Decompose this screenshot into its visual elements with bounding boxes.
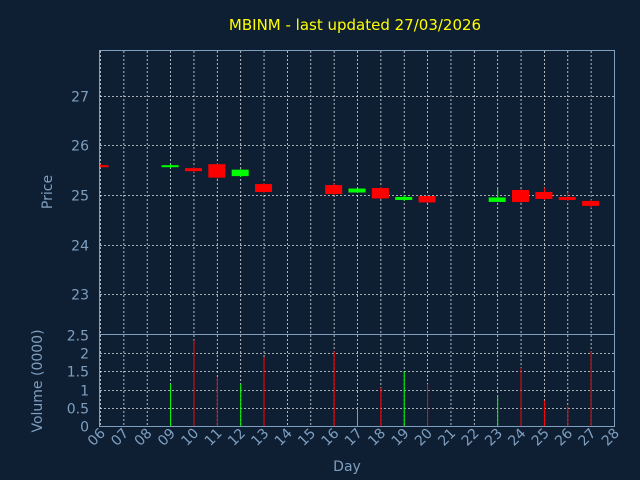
x-tick-26: 26 (552, 425, 576, 449)
x-tick-19: 19 (389, 426, 413, 450)
candle-25 (535, 187, 553, 200)
candle-body (558, 196, 576, 200)
candle-body (208, 164, 226, 178)
x-tick-16: 16 (319, 425, 343, 449)
volume-bars (170, 340, 592, 426)
x-tick-20: 20 (412, 426, 436, 450)
x-tick-27: 27 (576, 426, 600, 450)
candle-body (395, 196, 413, 200)
volume-axis-label: Volume (0000) (30, 329, 46, 432)
candle-19 (395, 194, 413, 201)
candle-body (512, 190, 530, 202)
x-tick-12: 12 (225, 426, 249, 450)
candle-body (231, 169, 249, 177)
x-tick-23: 23 (482, 426, 506, 450)
x-tick-08: 08 (132, 426, 156, 450)
candle-27 (582, 199, 600, 208)
volume-y-tick: 1 (80, 384, 89, 400)
x-tick-21: 21 (435, 426, 459, 450)
candle-24 (512, 189, 530, 203)
candle-13 (255, 183, 273, 193)
chart-title: MBINM - last updated 27/03/2026 (229, 16, 481, 34)
candle-17 (348, 188, 366, 193)
candle-body (348, 188, 366, 193)
candle-body (371, 188, 389, 199)
candle-body (582, 200, 600, 206)
price-y-tick: 23 (71, 288, 89, 304)
price-y-tick-labels: 23 24 25 26 27 (71, 90, 89, 304)
x-tick-09: 09 (155, 426, 179, 450)
x-tick-11: 11 (202, 426, 226, 450)
volume-y-tick: 2.5 (67, 329, 89, 345)
volume-plot-frame (99, 334, 615, 427)
candle-body (535, 192, 553, 199)
x-tick-14: 14 (272, 425, 296, 449)
volume-gridlines (100, 335, 615, 426)
x-axis-label: Day (333, 459, 361, 475)
x-tick-07: 07 (108, 426, 132, 450)
price-y-tick: 26 (71, 139, 89, 155)
price-y-tick: 24 (71, 239, 89, 255)
x-tick-18: 18 (365, 426, 389, 450)
candle-16 (325, 183, 343, 195)
x-tick-labels: 06 07 08 09 10 11 12 13 14 15 16 17 18 19 20 21 22 23 24 25… (85, 425, 623, 449)
x-tick-25: 25 (529, 426, 553, 450)
x-tick-24: 24 (505, 425, 529, 449)
price-axis-label: Price (40, 175, 56, 209)
candle-11 (208, 163, 226, 180)
x-tick-10: 10 (178, 426, 202, 450)
candle-09 (161, 164, 179, 169)
price-y-tick: 25 (71, 189, 89, 205)
volume-y-tick: 0 (80, 420, 89, 436)
volume-y-tick-labels: 0 0.5 1 1.5 2 2.5 (67, 329, 89, 436)
volume-y-tick: 0.5 (67, 402, 89, 418)
x-tick-13: 13 (248, 426, 272, 450)
candle-20 (418, 194, 436, 203)
candle-26 (558, 192, 576, 201)
x-tick-15: 15 (295, 426, 319, 450)
candle-body (161, 165, 179, 168)
candle-body (418, 195, 436, 203)
x-tick-28: 28 (599, 426, 623, 450)
price-y-tick: 27 (71, 90, 89, 106)
candle-06 (100, 164, 109, 168)
volume-y-tick: 1.5 (67, 365, 89, 381)
x-tick-22: 22 (459, 426, 483, 450)
price-candles (100, 163, 600, 208)
candle-body (325, 185, 343, 194)
candle-10 (184, 167, 202, 173)
volume-y-tick: 2 (80, 347, 89, 363)
candle-body (255, 184, 273, 193)
x-tick-17: 17 (342, 426, 366, 450)
candle-12 (231, 169, 249, 178)
candle-body (488, 197, 506, 202)
candle-18 (371, 187, 389, 199)
candle-body (100, 165, 109, 168)
candle-body (184, 168, 202, 172)
candle-23 (488, 189, 506, 202)
